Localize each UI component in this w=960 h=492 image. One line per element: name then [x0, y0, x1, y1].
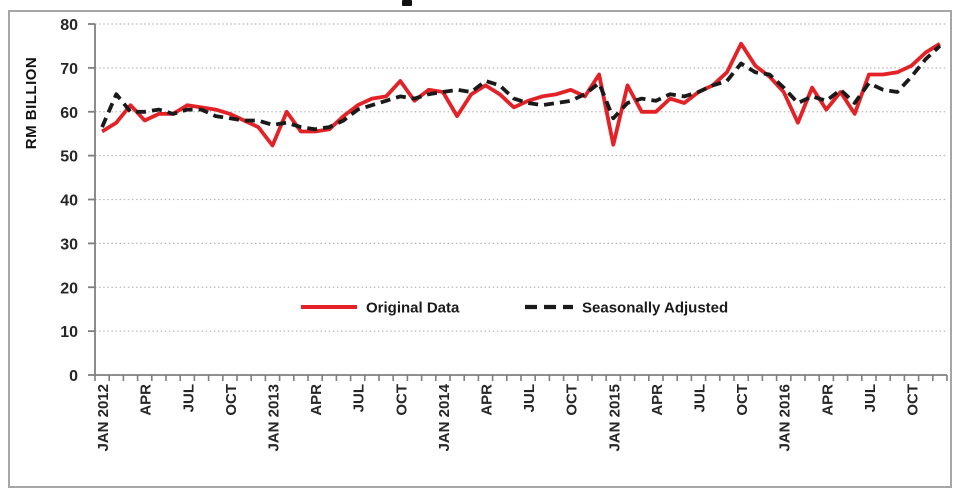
x-axis-label: JAN 2015 — [606, 384, 623, 452]
legend: Original Data Seasonally Adjusted — [301, 300, 728, 317]
x-axis-ticks — [94, 375, 948, 381]
y-axis-label: 50 — [60, 149, 78, 166]
x-axis-label: JUL — [862, 384, 879, 412]
x-axis-label: JUL — [521, 384, 538, 412]
gridlines — [95, 23, 947, 332]
y-axis-label: 60 — [60, 105, 78, 122]
x-axis-labels: JAN 2012 APR JUL OCT JAN 2013 APR JUL OCT JAN 20… — [95, 383, 921, 451]
x-axis-label: OCT — [393, 384, 410, 416]
x-axis-label: APR — [308, 384, 325, 416]
legend-item-original-data: Original Data — [301, 300, 460, 317]
x-axis-label: JAN 2012 — [95, 384, 112, 452]
original-data-line — [101, 41, 941, 148]
cropped-title-fragment — [402, 0, 412, 6]
series-lines — [100, 41, 942, 148]
legend-item-seasonally-adjusted: Seasonally Adjusted — [525, 300, 728, 317]
seasonally-adjusted-line — [100, 44, 942, 132]
y-axis-label: 40 — [60, 193, 78, 210]
y-axis-label: 70 — [60, 61, 78, 78]
x-axis-label: JAN 2014 — [436, 383, 453, 451]
x-axis-label: JAN 2016 — [777, 384, 794, 452]
y-axis-label: 0 — [69, 368, 78, 385]
x-axis-label: APR — [649, 384, 666, 416]
y-axis-title: RM BILLION — [23, 57, 40, 150]
y-axis-labels: 0 10 20 30 40 50 60 70 80 — [60, 17, 78, 385]
x-axis-label: OCT — [905, 384, 922, 416]
x-axis-label: JUL — [351, 384, 368, 412]
y-axis-label: 20 — [60, 280, 78, 297]
x-axis-label: OCT — [564, 384, 581, 416]
y-axis-ticks — [88, 23, 95, 376]
x-axis-label: OCT — [223, 384, 240, 416]
x-axis-label: APR — [819, 384, 836, 416]
y-axis-label: 30 — [60, 236, 78, 253]
x-axis-label: APR — [138, 384, 155, 416]
axes — [94, 24, 947, 376]
y-axis-label: 80 — [60, 17, 78, 34]
x-axis-label: JAN 2013 — [266, 384, 283, 452]
x-axis-label: JUL — [180, 384, 197, 412]
legend-label: Original Data — [366, 300, 460, 317]
legend-label: Seasonally Adjusted — [582, 300, 728, 317]
x-axis-label: JUL — [692, 384, 709, 412]
x-axis-label: OCT — [734, 384, 751, 416]
x-axis-label: APR — [479, 384, 496, 416]
y-axis-label: 10 — [60, 324, 78, 341]
